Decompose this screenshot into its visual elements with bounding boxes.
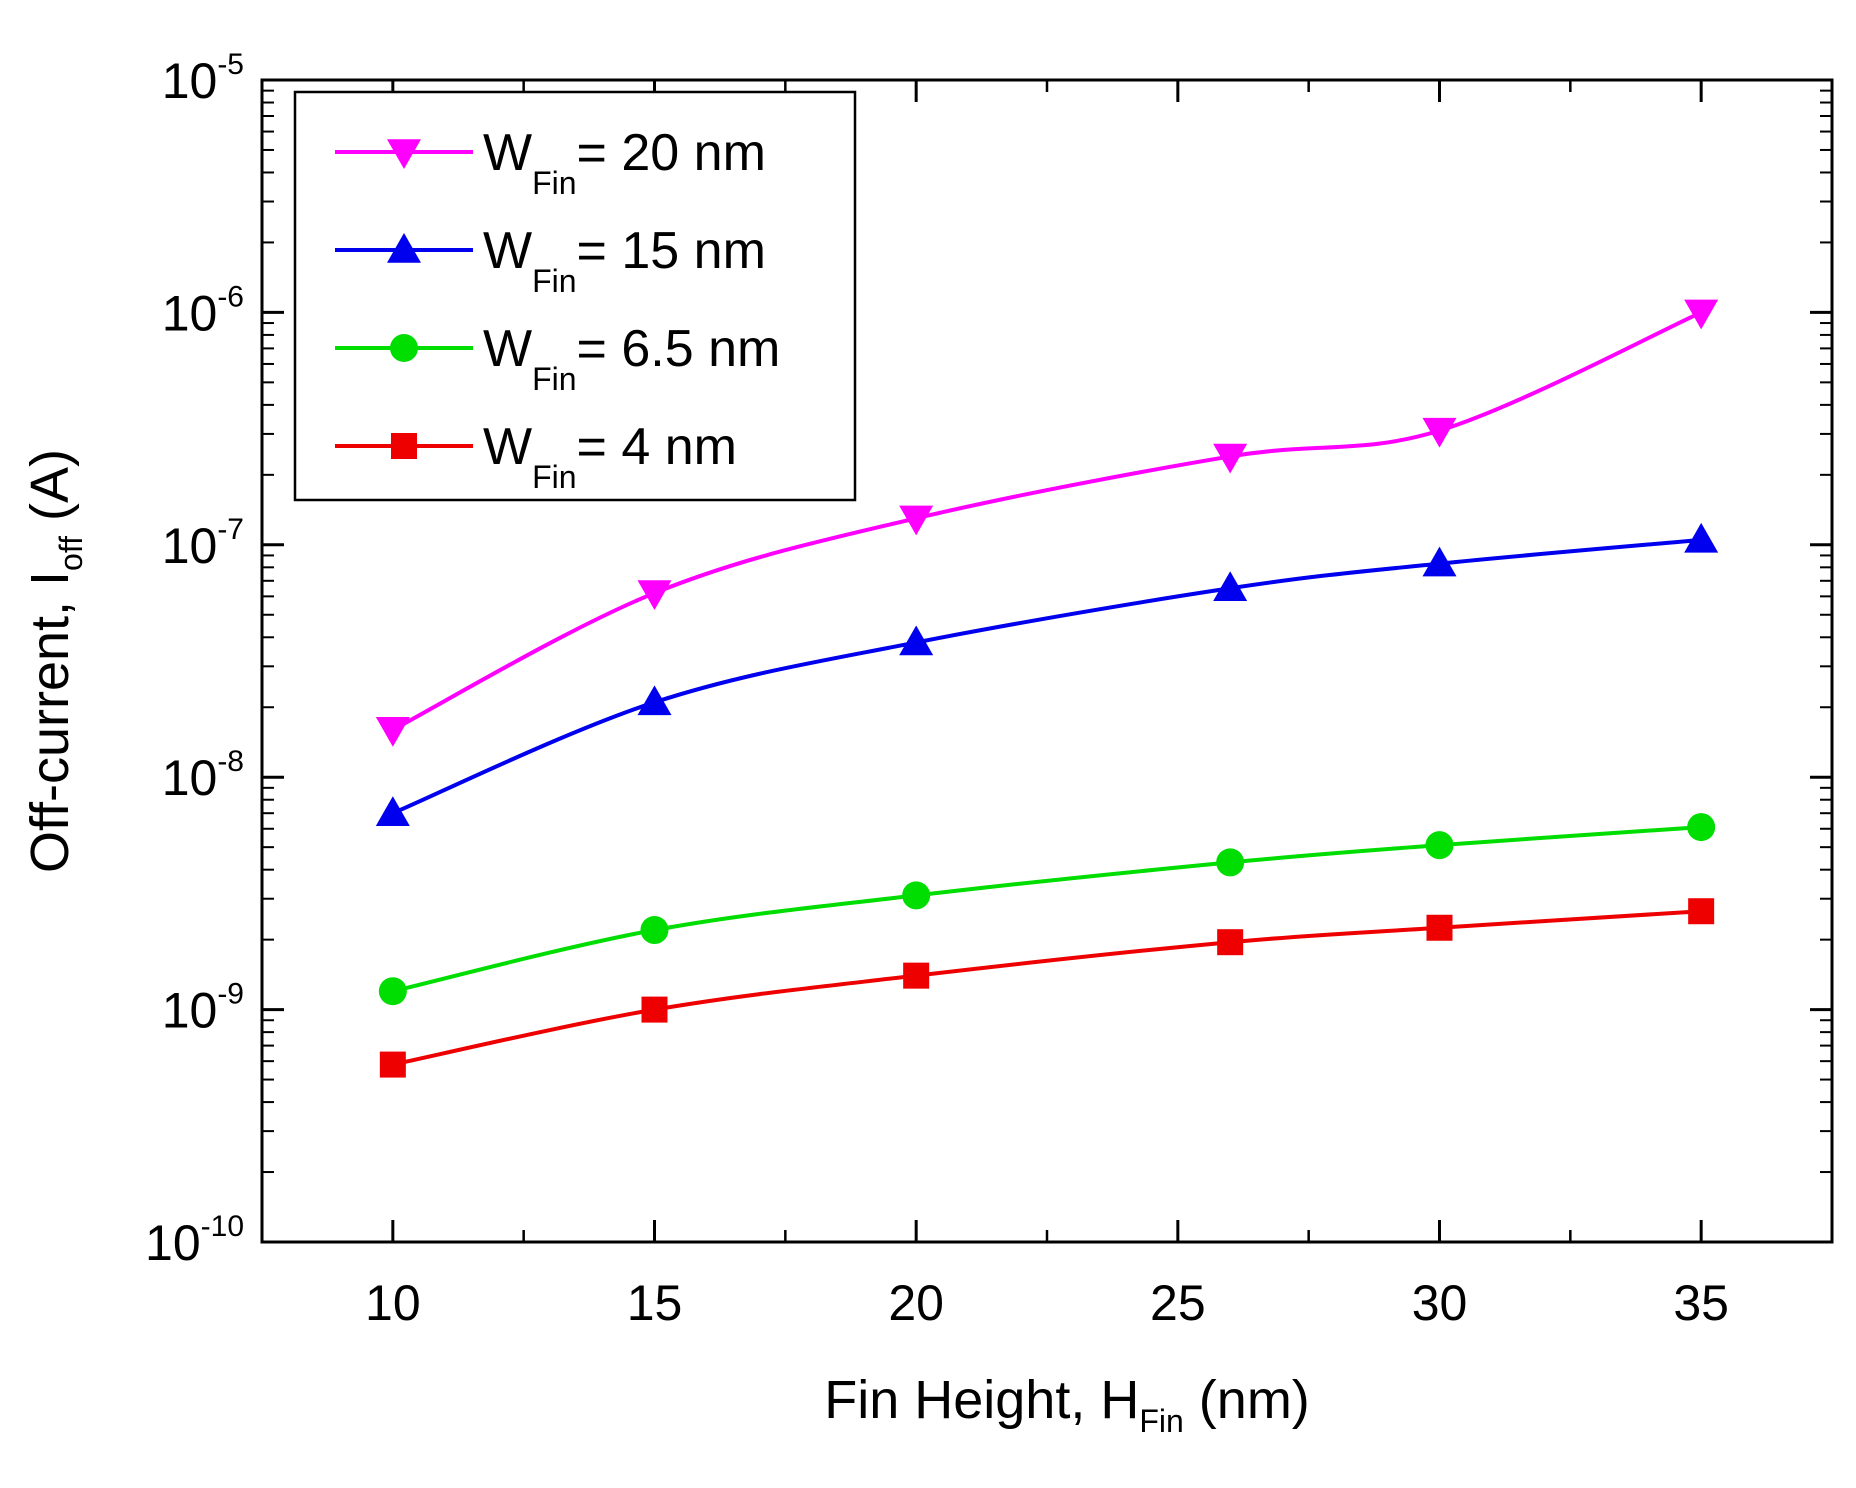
data-point [1213,443,1248,474]
series-line [392,825,1702,994]
data-point [637,685,672,716]
legend-item: WFin= 6.5 nm [335,320,780,397]
data-point [640,916,669,945]
x-axis-title-sub: Fin [1139,1403,1183,1439]
x-axis-title-main: Fin Height, H [824,1370,1139,1430]
legend-marker [387,233,421,263]
data-point [1684,522,1719,553]
series-line [392,909,1702,1067]
y-tick-label: 10-8 [162,745,244,806]
data-point [1688,898,1715,925]
legend-item: WFin= 20 nm [335,124,766,201]
data-point [378,977,407,1006]
y-axis-title-main: Off-current, I [20,571,80,873]
data-point [1426,914,1453,941]
data-point [1216,848,1245,877]
data-point [1217,929,1244,956]
series-1 [375,299,1719,747]
data-point [375,717,410,747]
legend-label: WFin= 4 nm [483,418,737,495]
legend: WFin= 20 nm WFin= 15 nm WFin= 6.5 nm WFin= … [293,90,857,502]
x-tick-label: 10 [365,1275,421,1331]
series-3 [378,813,1716,1006]
legend-item: WFin= 15 nm [335,222,766,299]
series-line [391,310,1702,732]
y-axis-title-unit: (A) [20,449,80,536]
data-point [1422,546,1457,577]
x-tick-label: 25 [1150,1275,1206,1331]
legend-marker [387,139,421,169]
x-tick-label: 15 [627,1275,683,1331]
x-axis-title: Fin Height, HFin (nm) [824,1370,1310,1439]
series-layer [375,299,1719,1078]
legend-label: WFin= 20 nm [483,124,766,201]
data-point [637,580,672,611]
y-axis-title: Off-current, Ioff (A) [20,449,89,873]
data-point [1422,417,1457,448]
series-4 [379,898,1715,1078]
data-point [379,1051,406,1078]
y-tick-label: 10-7 [162,513,244,574]
legend-marker [390,334,418,362]
data-point [902,881,931,910]
axes-layer: 10 15 20 25 30 35 10-10 10-9 10-8 10-7 10-6 10-5 [145,48,1832,1331]
data-point [1684,299,1719,330]
legend-label: WFin= 15 nm [483,222,766,299]
data-point [641,996,668,1023]
x-tick-label: 20 [888,1275,944,1331]
legend-item: WFin= 4 nm [335,418,737,495]
series-line [392,537,1702,816]
data-point [1687,813,1716,842]
y-tick-label: 10-9 [162,978,244,1039]
x-tick-label: 30 [1412,1275,1468,1331]
y-tick-label: 10-5 [162,48,244,109]
data-point [1213,571,1248,602]
legend-box [293,90,857,502]
data-point [899,625,934,656]
data-point [899,505,934,536]
data-point [1425,831,1454,860]
series-2 [375,522,1719,826]
x-tick-label: 35 [1673,1275,1729,1331]
legend-marker [391,433,417,459]
data-point [375,796,410,826]
data-point [903,962,930,989]
y-axis-title-sub: off [53,536,89,571]
x-axis-title-unit: (nm) [1184,1370,1310,1430]
y-tick-label: 10-10 [145,1210,244,1271]
legend-label: WFin= 6.5 nm [483,320,780,397]
y-tick-label: 10-6 [162,280,244,341]
